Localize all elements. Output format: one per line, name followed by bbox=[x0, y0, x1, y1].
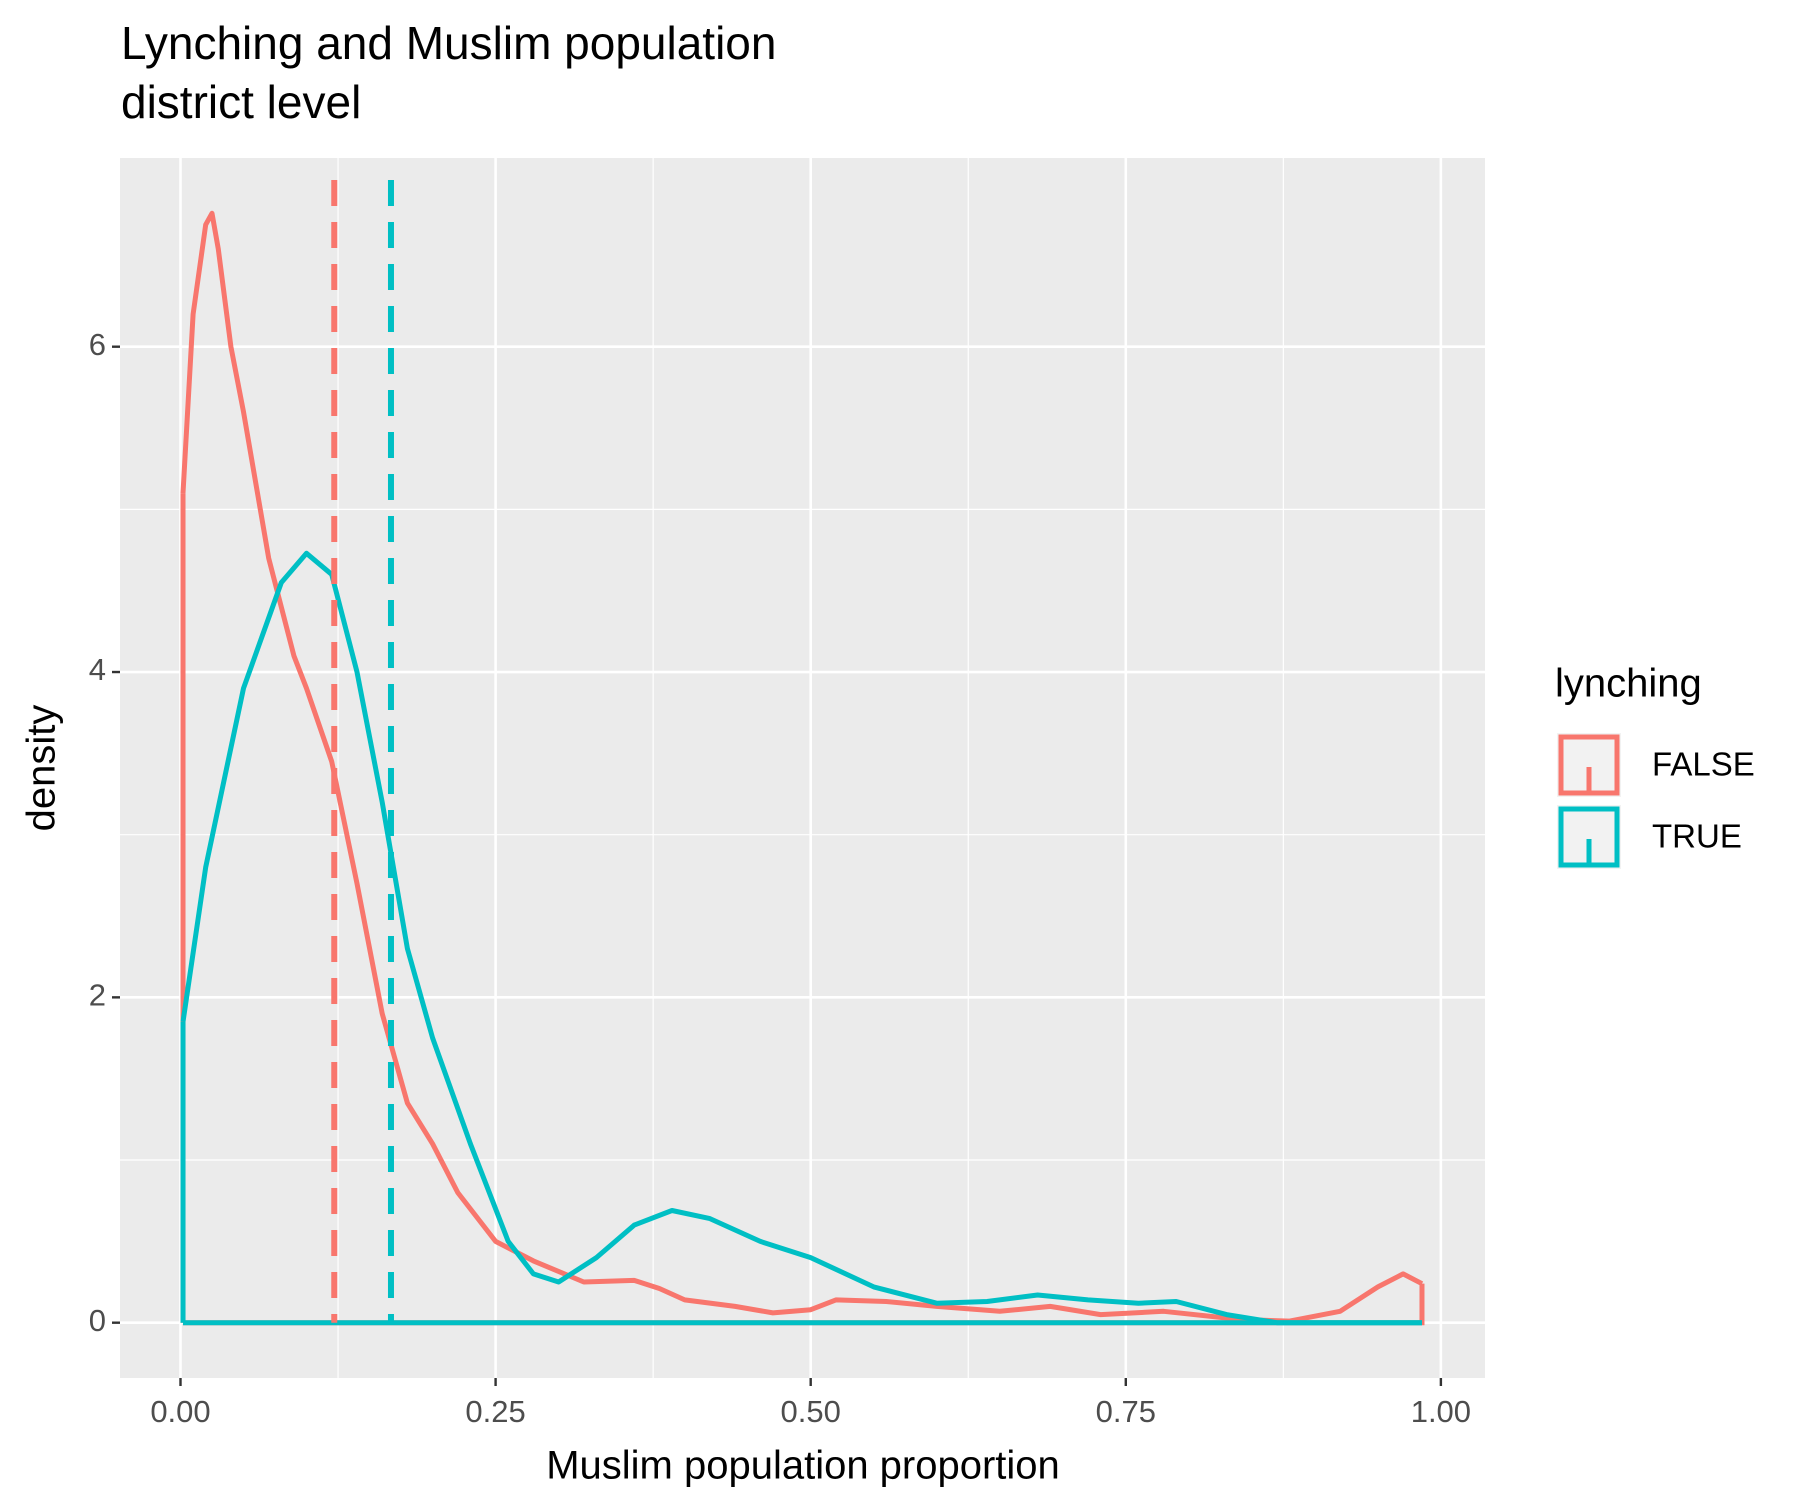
legend: FALSE TRUE bbox=[1557, 733, 1755, 869]
y-tick-label: 0 bbox=[89, 1303, 106, 1338]
x-axis-label: Muslim population proportion bbox=[546, 1444, 1060, 1488]
x-tick-label: 0.00 bbox=[150, 1394, 210, 1429]
x-tick-label: 0.75 bbox=[1096, 1394, 1156, 1429]
legend-key bbox=[1558, 734, 1620, 796]
x-tick-label: 0.50 bbox=[781, 1394, 841, 1429]
y-tick-label: 6 bbox=[89, 327, 106, 362]
legend-label: FALSE bbox=[1652, 746, 1755, 783]
y-tick-label: 2 bbox=[89, 978, 106, 1013]
y-axis-label: density bbox=[20, 705, 64, 832]
plot-panel bbox=[120, 158, 1485, 1378]
legend-title: lynching bbox=[1555, 662, 1702, 706]
x-tick-label: 0.25 bbox=[465, 1394, 525, 1429]
legend-key bbox=[1558, 806, 1620, 868]
legend-label: TRUE bbox=[1652, 818, 1742, 855]
x-tick-label: 1.00 bbox=[1411, 1394, 1471, 1429]
marks bbox=[180, 180, 1425, 1326]
chart-subtitle: district level bbox=[121, 76, 361, 128]
y-tick-label: 4 bbox=[89, 652, 106, 687]
chart-title: Lynching and Muslim population bbox=[121, 17, 776, 69]
density-line bbox=[180, 210, 1424, 1324]
